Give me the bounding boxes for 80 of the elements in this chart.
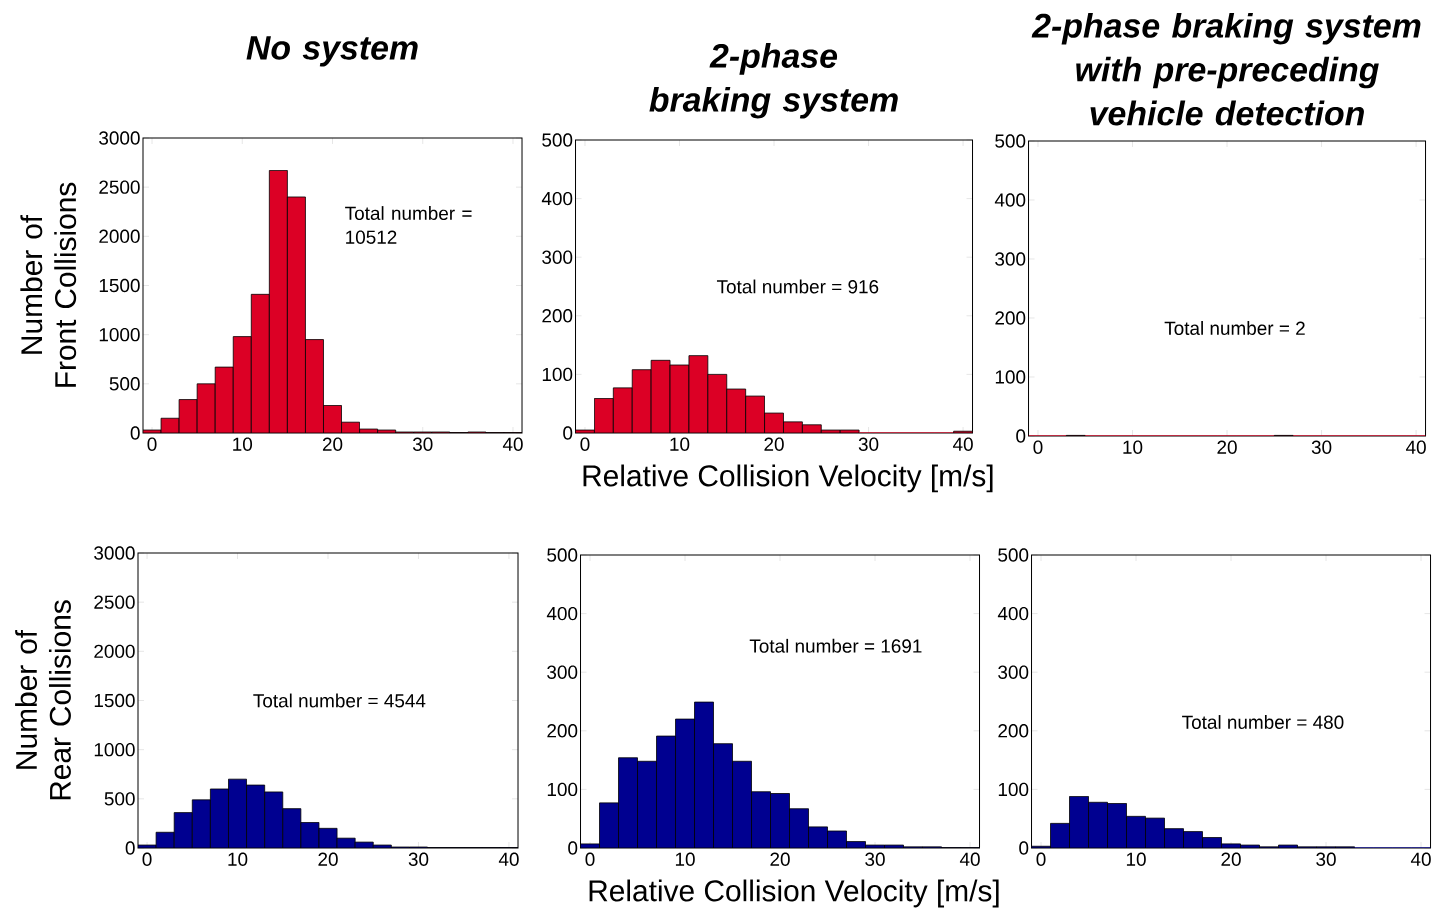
x-tick-label: 20 (318, 852, 338, 866)
chart-title: 2-phase braking system with pre-preceding vehicle detection (1031, 12, 1421, 126)
y-axis-title: Number of Rear Collisions (15, 600, 71, 800)
x-tick-label: 20 (1221, 852, 1241, 866)
x-tick-label: 0 (1033, 440, 1043, 454)
y-tick-label: 2000 (94, 644, 135, 659)
y-tick-label: 500 (109, 377, 140, 391)
x-tick-label: 10 (670, 437, 690, 451)
y-tick-label: 0 (125, 841, 135, 855)
y-tick-label: 1500 (94, 693, 135, 708)
y-tick-label: 300 (998, 665, 1029, 679)
x-tick-label: 30 (1311, 440, 1332, 454)
x-tick-label: 10 (228, 852, 248, 866)
y-tick-label: 500 (547, 548, 578, 562)
x-tick-label: 0 (142, 852, 152, 866)
y-tick-label: 3000 (99, 131, 140, 145)
x-tick-label: 40 (959, 852, 980, 866)
annotation: Total number = 480 (1182, 715, 1344, 729)
x-tick-label: 10 (1126, 852, 1146, 866)
x-tick-label: 20 (764, 437, 784, 451)
chart-title: 2-phase braking system (649, 43, 898, 119)
y-tick-label: 500 (995, 134, 1026, 148)
y-tick-label: 0 (130, 426, 140, 440)
x-tick-label: 40 (498, 852, 519, 866)
y-tick-label: 200 (998, 724, 1029, 738)
y-tick-label: 400 (546, 606, 578, 621)
x-axis-title: Relative Collision Velocity [m/s] (589, 879, 999, 908)
y-tick-label: 100 (995, 370, 1026, 384)
y-tick-label: 500 (104, 792, 135, 806)
y-tick-label: 0 (563, 426, 573, 440)
y-axis-title: Number of Front Collisions (20, 182, 77, 387)
y-tick-label: 300 (995, 252, 1026, 266)
x-tick-label: 40 (952, 437, 973, 451)
x-tick-label: 20 (1217, 440, 1237, 454)
y-tick-label: 300 (547, 665, 578, 679)
y-tick-label: 200 (995, 311, 1026, 325)
annotation: Total number = 10512 (345, 206, 472, 244)
annotation: Total number = 2 (1164, 321, 1305, 335)
y-tick-label: 3000 (94, 546, 135, 560)
x-tick-label: 0 (580, 437, 590, 451)
y-tick-label: 0 (568, 841, 578, 855)
chart-title: No system (246, 36, 418, 67)
y-tick-label: 300 (542, 250, 573, 264)
x-tick-label: 20 (322, 437, 343, 451)
x-tick-label: 40 (502, 437, 523, 451)
y-tick-label: 2500 (99, 180, 140, 194)
x-tick-label: 30 (412, 437, 433, 451)
annotation: Total number = 1691 (749, 638, 922, 653)
y-tick-label: 500 (542, 133, 573, 147)
x-tick-label: 10 (675, 852, 695, 866)
x-tick-label: 10 (1123, 440, 1143, 454)
y-tick-label: 0 (1019, 841, 1029, 855)
annotation: Total number = 4544 (253, 693, 426, 708)
annotation: Total number = 916 (716, 279, 879, 294)
x-tick-label: 40 (1405, 440, 1426, 454)
y-tick-label: 1000 (94, 742, 135, 757)
x-tick-label: 0 (1036, 852, 1046, 866)
x-tick-label: 30 (858, 437, 879, 451)
x-tick-label: 30 (1316, 852, 1336, 866)
x-tick-label: 10 (233, 437, 253, 451)
y-tick-label: 400 (994, 193, 1026, 207)
y-tick-label: 2500 (94, 595, 135, 609)
x-tick-label: 0 (585, 852, 595, 866)
y-tick-label: 100 (547, 782, 578, 797)
y-tick-label: 400 (997, 606, 1029, 621)
x-axis-title: Relative Collision Velocity [m/s] (583, 464, 993, 493)
y-tick-label: 400 (541, 191, 573, 206)
y-tick-label: 200 (542, 309, 573, 323)
x-tick-label: 20 (770, 852, 790, 866)
y-tick-label: 100 (542, 367, 573, 382)
x-tick-label: 0 (147, 437, 157, 451)
y-tick-label: 1000 (99, 327, 140, 342)
y-tick-label: 100 (998, 782, 1029, 797)
y-tick-label: 2000 (99, 229, 140, 244)
y-tick-label: 200 (547, 724, 578, 738)
x-tick-label: 40 (1410, 852, 1431, 866)
x-tick-label: 30 (865, 852, 885, 866)
x-tick-label: 30 (408, 852, 429, 866)
y-tick-label: 500 (998, 548, 1029, 562)
y-tick-label: 1500 (99, 278, 140, 293)
